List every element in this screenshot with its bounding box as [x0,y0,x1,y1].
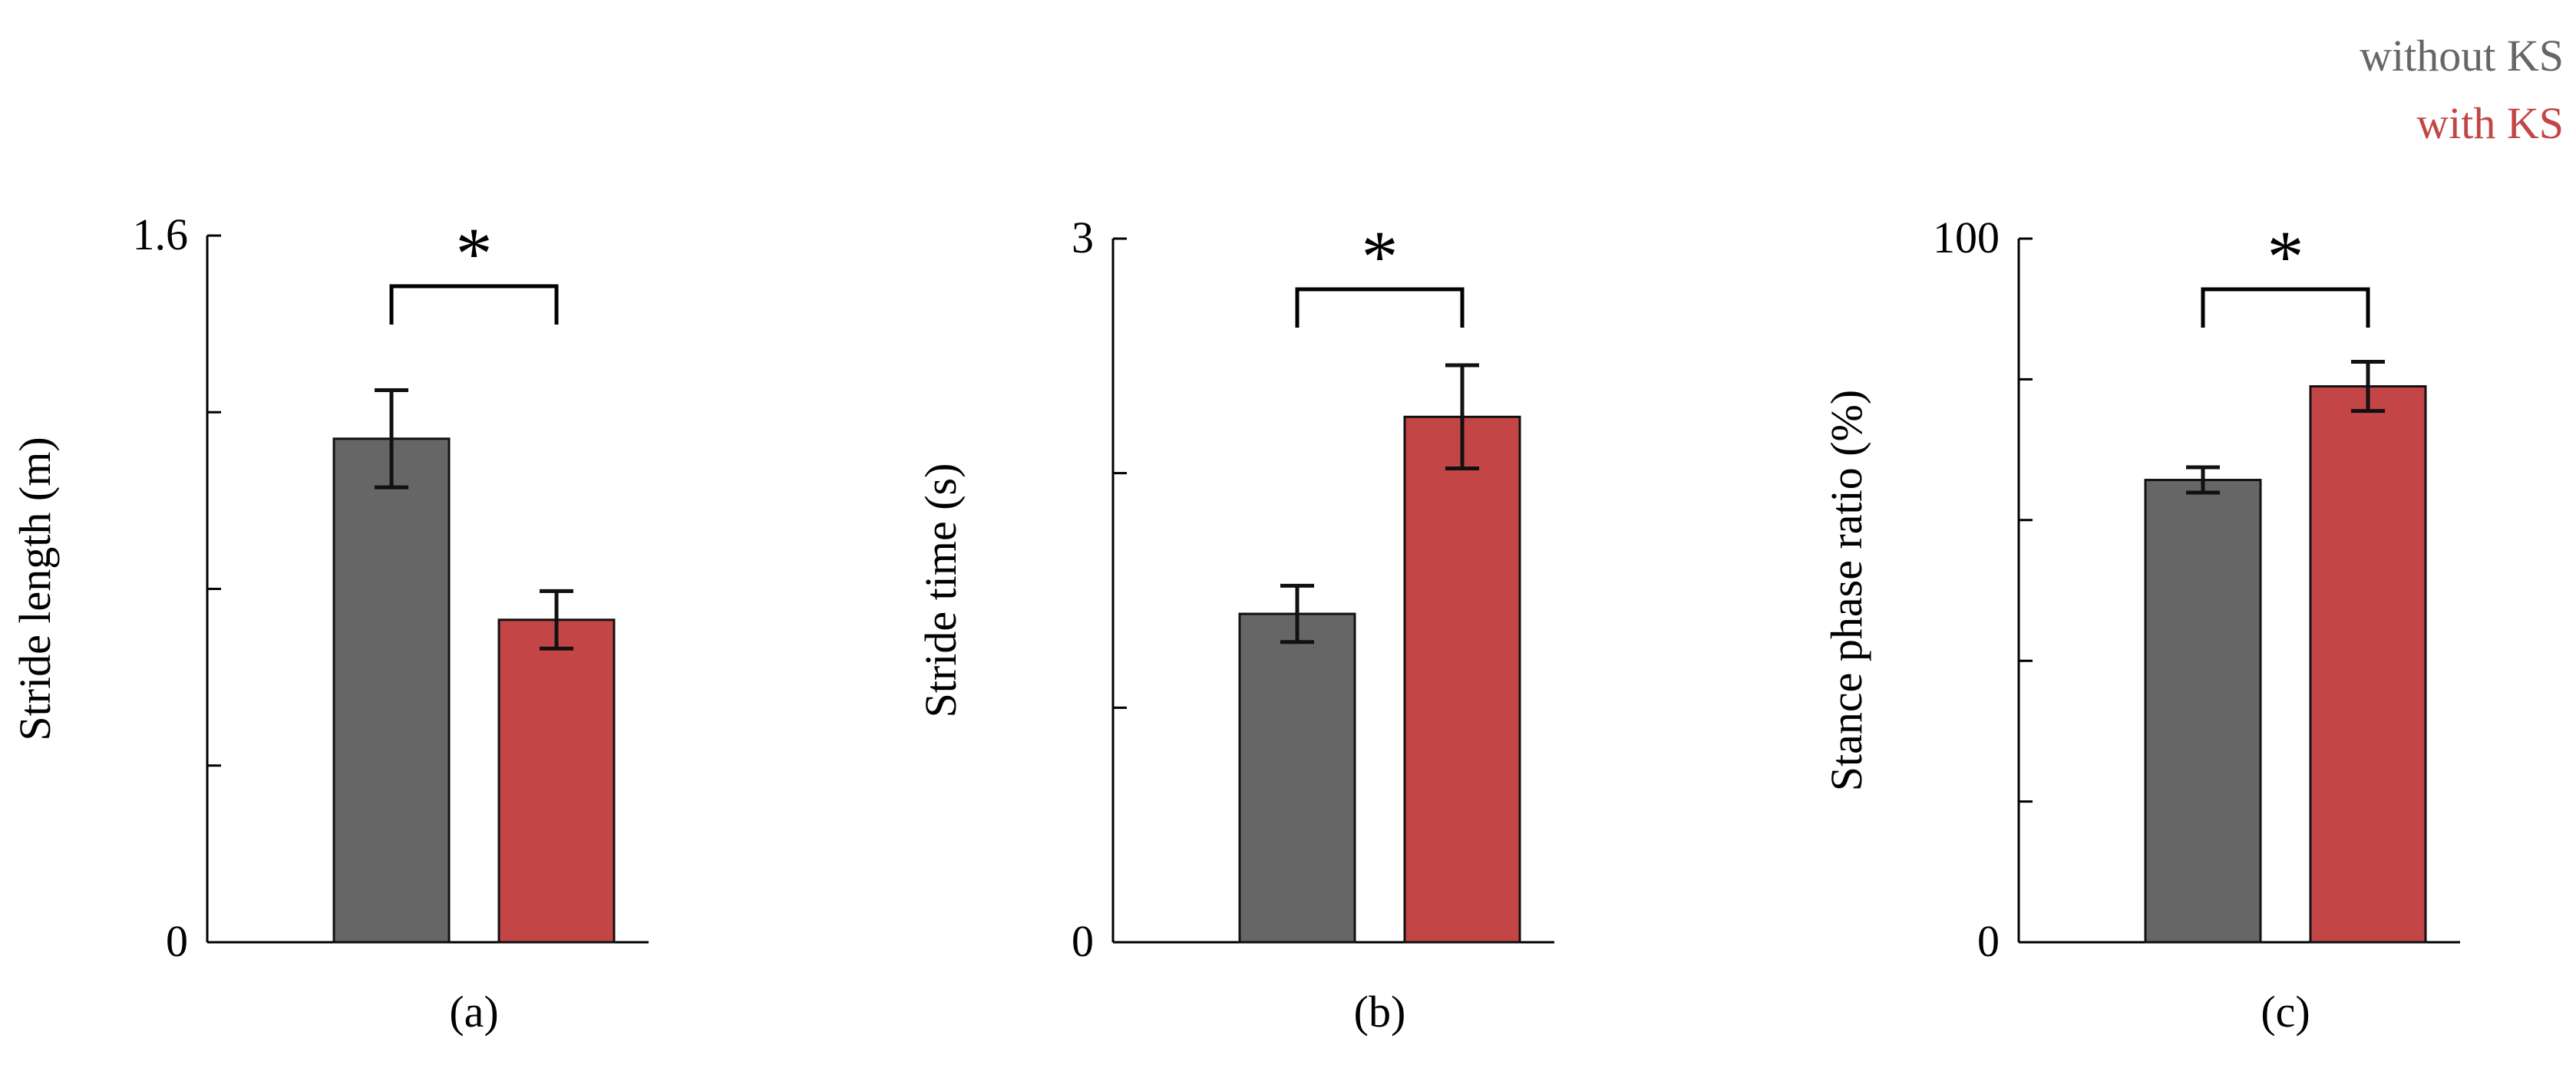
bar-with-ks [2309,385,2427,944]
bar-without-ks [1238,612,1356,944]
legend-label-with-ks: with KS [2416,98,2564,148]
y-tick-label-max: 3 [1072,213,1094,262]
significance-star: * [2267,216,2304,298]
y-tick-label-min: 0 [166,916,188,966]
y-tick-label-min: 0 [1977,916,2000,966]
y-axis-label: Stride time (s) [916,463,966,718]
panel-label: (c) [2261,987,2310,1037]
y-tick-label-min: 0 [1072,916,1094,966]
panel-label: (a) [449,987,498,1037]
significance-star: * [1362,216,1399,298]
significance-bracket [2201,287,2370,328]
significance-bracket [389,284,559,325]
panel-a: Stride length (m) (a) 1.6 0 * [10,209,649,1037]
panel-b: Stride time (s) (b) 3 0 * [916,213,1554,1037]
bar-with-ks [1403,415,1521,944]
legend: without KS with KS [2360,31,2564,148]
significance-bracket [1295,287,1465,328]
y-tick-label-max: 100 [1933,213,2000,262]
y-tick-label-max: 1.6 [133,209,189,259]
panel-c: Stance phase ratio (%) (c) 100 0 * [1821,213,2460,1037]
bar-with-ks [497,618,616,944]
bar-without-ks [2144,479,2262,944]
y-axis-label: Stride length (m) [10,437,60,740]
legend-label-without-ks: without KS [2360,31,2564,81]
bar-without-ks [332,437,451,944]
y-axis-label: Stance phase ratio (%) [1821,390,1871,791]
panel-label: (b) [1354,987,1406,1037]
significance-star: * [456,213,493,295]
